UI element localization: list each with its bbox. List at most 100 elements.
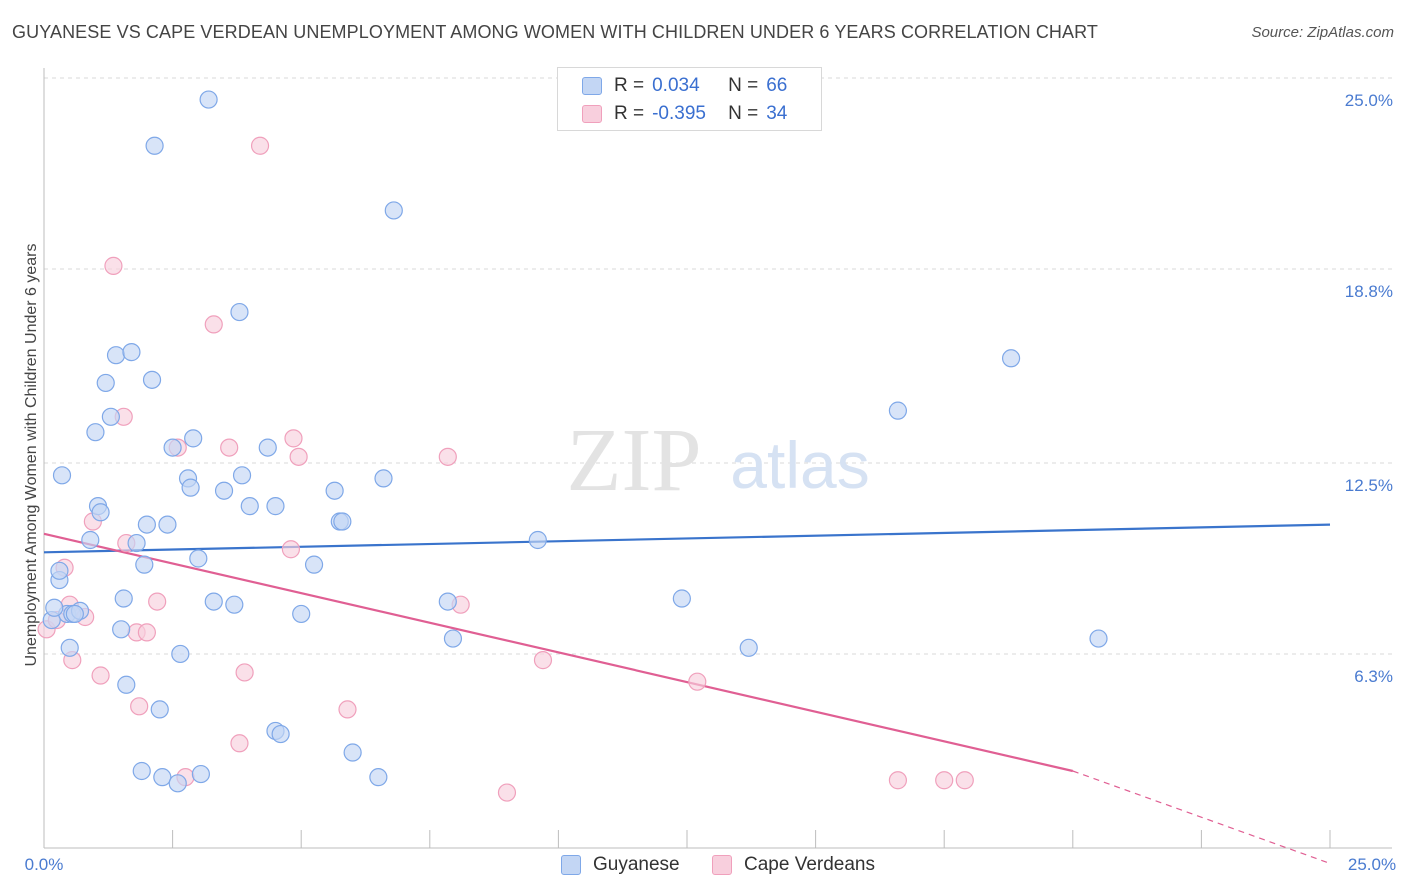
y-tick-label: 6.3% — [1354, 667, 1393, 686]
point-cape-verdean — [104, 256, 123, 275]
point-guyanese — [184, 429, 203, 448]
point-guyanese — [232, 466, 252, 485]
point-cape-verdean — [235, 663, 254, 682]
legend-row-cape-verdeans: R = -0.395 N = 34 — [582, 101, 787, 127]
point-guyanese — [132, 761, 151, 781]
legend-n-label: N = — [728, 103, 759, 124]
point-cape-verdean — [284, 429, 303, 448]
legend-row-guyanese: R = 0.034 N = 66 — [582, 73, 787, 99]
point-guyanese — [225, 595, 244, 614]
point-cape-verdean — [888, 771, 908, 790]
point-guyanese — [438, 592, 457, 611]
y-tick-label: 25.0% — [1345, 91, 1393, 110]
point-cape-verdean — [688, 672, 707, 691]
point-cape-verdean — [533, 651, 553, 670]
point-guyanese — [528, 530, 547, 550]
bottom-legend-cape-verdeans[interactable]: Cape Verdeans — [712, 852, 875, 878]
point-guyanese — [137, 515, 156, 534]
point-guyanese — [230, 302, 249, 322]
point-guyanese — [384, 201, 403, 220]
point-guyanese — [672, 589, 691, 608]
x-tick-label-min: 0.0% — [25, 855, 64, 874]
watermark: ZIP atlas — [567, 411, 870, 510]
gridlines — [44, 77, 1392, 655]
point-guyanese — [292, 604, 311, 624]
trend-line-guyanese — [43, 523, 1331, 554]
axes — [43, 68, 1392, 849]
point-guyanese — [343, 743, 362, 762]
bottom-legend-swatch-cape-verdeans — [712, 855, 732, 875]
watermark-atlas: atlas — [730, 428, 869, 502]
trend-line-cape-verdeans-extension — [1072, 770, 1331, 864]
point-cape-verdean — [955, 771, 974, 790]
legend-n-value: 66 — [766, 75, 788, 96]
chart-source: Source: ZipAtlas.com — [1251, 24, 1394, 41]
point-guyanese — [888, 401, 908, 420]
legend-swatch-guyanese — [582, 77, 602, 95]
point-cape-verdean — [204, 315, 223, 334]
bottom-legend-guyanese[interactable]: Guyanese — [561, 852, 680, 878]
point-guyanese — [214, 481, 234, 500]
point-guyanese — [189, 549, 208, 568]
y-tick-label: 12.5% — [1345, 476, 1393, 495]
point-cape-verdean — [148, 592, 167, 611]
point-guyanese — [240, 497, 259, 516]
point-cape-verdean — [289, 447, 308, 466]
point-guyanese — [145, 136, 164, 155]
point-cape-verdean — [220, 438, 239, 457]
legend-r-value: -0.395 — [652, 103, 706, 124]
watermark-zip: ZIP — [567, 411, 702, 510]
point-guyanese — [101, 407, 120, 426]
point-guyanese — [81, 530, 100, 550]
bottom-legend-label-cape-verdeans: Cape Verdeans — [744, 854, 875, 875]
point-guyanese — [171, 644, 190, 664]
point-guyanese — [114, 589, 133, 608]
point-guyanese — [1089, 629, 1108, 648]
bottom-legend-swatch-guyanese — [561, 855, 581, 875]
legend-r-label: R = — [614, 75, 645, 96]
point-cape-verdean — [497, 783, 517, 802]
point-guyanese — [163, 438, 182, 457]
point-cape-verdean — [130, 697, 149, 716]
point-cape-verdean — [338, 700, 357, 719]
point-guyanese — [374, 469, 393, 488]
legend-r-value: 0.034 — [652, 75, 700, 96]
x-tick-label-max: 25.0% — [1348, 855, 1396, 874]
point-cape-verdean — [281, 540, 301, 559]
legend-swatch-cape-verdeans — [582, 105, 602, 123]
point-guyanese — [204, 592, 223, 611]
bottom-legend-label-guyanese: Guyanese — [593, 854, 680, 875]
point-guyanese — [50, 561, 69, 580]
correlation-legend: R = 0.034 N = 66 R = -0.395 N = 34 — [557, 67, 822, 131]
point-guyanese — [135, 555, 154, 574]
trend-lines — [43, 523, 1331, 864]
point-guyanese — [150, 700, 169, 719]
point-cape-verdean — [935, 771, 954, 790]
point-guyanese — [333, 512, 352, 531]
y-tick-label: 18.8% — [1345, 282, 1393, 301]
point-guyanese — [60, 638, 79, 657]
point-guyanese — [65, 604, 84, 624]
point-guyanese — [45, 598, 64, 617]
point-guyanese — [271, 724, 290, 744]
trend-line-cape-verdeans — [43, 532, 1074, 773]
point-guyanese — [369, 768, 388, 787]
point-guyanese — [52, 466, 72, 485]
y-axis-label: Unemployment Among Women with Children U… — [23, 243, 40, 666]
point-guyanese — [127, 533, 146, 553]
legend-n-value: 34 — [766, 103, 788, 124]
point-guyanese — [86, 423, 105, 442]
legend-r-label: R = — [614, 103, 645, 124]
point-guyanese — [258, 438, 277, 457]
point-guyanese — [181, 478, 200, 497]
point-cape-verdean — [137, 623, 156, 642]
tick-labels: 6.3% 12.5% 18.8% 25.0% 0.0% 25.0% — [25, 91, 1396, 874]
point-guyanese — [91, 503, 110, 522]
point-guyanese — [158, 515, 177, 534]
point-cape-verdean — [438, 447, 457, 466]
point-cape-verdean — [250, 136, 270, 155]
point-guyanese — [122, 343, 141, 362]
point-guyanese — [199, 90, 218, 109]
point-guyanese — [168, 774, 187, 793]
